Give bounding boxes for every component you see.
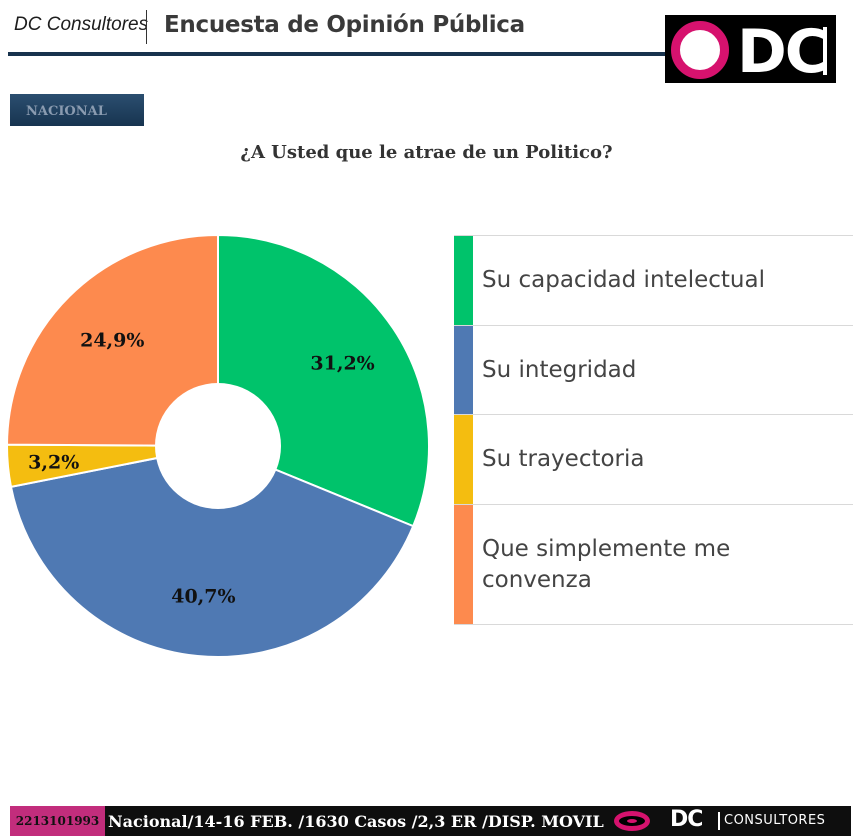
data-label-trayectoria: 3,2% <box>28 452 79 474</box>
logo-circle-icon <box>671 21 729 79</box>
slice-integridad <box>9 444 415 658</box>
legend-item-convenza: Que simplemente me convenza <box>454 504 853 625</box>
chart-legend: Su capacidad intelectual Su integridad Su … <box>454 235 853 625</box>
legend-swatch <box>454 415 473 504</box>
slice-convenza <box>5 233 219 448</box>
header-rule <box>8 52 668 56</box>
legend-item-capacidad: Su capacidad intelectual <box>454 235 853 325</box>
page-title: Encuesta de Opinión Pública <box>164 12 525 38</box>
chart-question: ¿A Usted que le atrae de un Politico? <box>240 142 613 163</box>
logo-text: DC <box>737 17 829 83</box>
legend-label: Que simplemente me convenza <box>482 535 731 593</box>
legend-swatch <box>454 505 473 624</box>
dc-logo: DC <box>665 15 836 83</box>
scope-badge: NACIONAL <box>10 94 144 126</box>
footer-info: Nacional/14-16 FEB. /1630 Casos /2,3 ER … <box>108 812 604 831</box>
footer-phone: 2213101993 <box>10 806 105 836</box>
donut-hole <box>155 383 281 509</box>
footer-logo-divider <box>718 812 720 830</box>
footer-bar: 2213101993 Nacional/14-16 FEB. /1630 Cas… <box>10 806 851 836</box>
footer-logo-consultores: CONSULTORES <box>724 813 826 828</box>
donut-chart: 31,2% 40,7% 3,2% 24,9% <box>5 233 430 658</box>
legend-item-integridad: Su integridad <box>454 325 853 414</box>
legend-label: Su integridad <box>482 356 637 383</box>
logo-bar <box>823 27 827 75</box>
data-label-capacidad: 31,2% <box>310 352 374 374</box>
brand-name: DC Consultores <box>14 14 149 35</box>
data-label-integridad: 40,7% <box>171 585 235 607</box>
footer-logo-dc: DC <box>670 807 703 832</box>
legend-item-trayectoria: Su trayectoria <box>454 414 853 504</box>
legend-label: Su capacidad intelectual <box>482 267 765 293</box>
header-divider <box>146 10 147 44</box>
legend-swatch <box>454 236 473 325</box>
footer-logo-circle-icon <box>614 811 650 831</box>
legend-swatch <box>454 326 473 414</box>
data-label-convenza: 24,9% <box>80 330 144 352</box>
legend-label: Su trayectoria <box>482 446 645 472</box>
